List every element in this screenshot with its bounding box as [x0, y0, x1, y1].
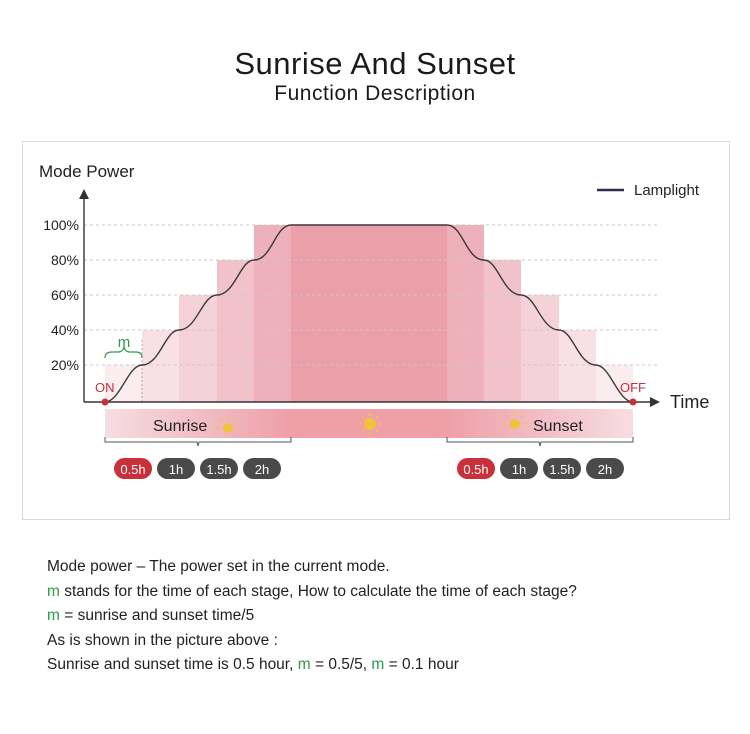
- off-point-icon: [629, 398, 637, 406]
- sunset-option-label: 2h: [598, 462, 612, 477]
- stage-label: m: [118, 334, 131, 351]
- sunrise-option-1h[interactable]: [157, 458, 195, 479]
- sunset-option-1h[interactable]: [500, 458, 538, 479]
- sunrise-option-label: 1.5h: [206, 462, 231, 477]
- note-line-3: m = sunrise and sunset time/5: [47, 607, 255, 624]
- page-subtitle: Function Description: [274, 82, 476, 105]
- on-point-icon: [101, 398, 109, 406]
- sunset-option-label: 1h: [512, 462, 526, 477]
- sunset-option-0.5h[interactable]: [457, 458, 495, 479]
- y-axis-arrow-icon: [79, 189, 89, 199]
- y-tick-60: 60%: [51, 287, 79, 303]
- sunrise-option-label: 0.5h: [120, 462, 145, 477]
- lamplight-curve: [104, 224, 634, 403]
- page-title: Sunrise And Sunset: [234, 46, 516, 81]
- y-axis-label: Mode Power: [39, 162, 135, 181]
- sunset-sun-icon: [503, 412, 527, 429]
- sunrise-option-1.5h[interactable]: [200, 458, 238, 479]
- midday-sun-icon: [359, 413, 381, 435]
- sunset-option-1.5h[interactable]: [543, 458, 581, 479]
- x-axis-arrow-icon: [650, 397, 660, 407]
- on-label: ON: [95, 380, 115, 395]
- note-line-1: Mode power – The power set in the curren…: [47, 558, 390, 575]
- sunrise-option-label: 2h: [255, 462, 269, 477]
- description-notes: Mode power – The power set in the curren…: [47, 555, 577, 678]
- note-line-4: As is shown in the picture above :: [47, 631, 278, 649]
- diagram-panel: [22, 141, 730, 520]
- y-tick-20: 20%: [51, 357, 79, 373]
- y-tick-40: 40%: [51, 322, 79, 338]
- axes: [79, 189, 660, 407]
- sunrise-sun-icon: [216, 416, 240, 433]
- sunset-option-label: 1.5h: [549, 462, 574, 477]
- sunrise-sunset-diagram: Mode Power Time 100% 80% 60% 40% 20% Lam…: [39, 162, 709, 479]
- sunrise-label: Sunrise: [153, 418, 207, 435]
- full-power-block: [291, 225, 447, 402]
- y-tick-100: 100%: [43, 217, 79, 233]
- stage-brace: [104, 346, 143, 359]
- note-line-2: m stands for the time of each stage, How…: [47, 582, 577, 600]
- sunrise-steps: [105, 225, 291, 402]
- sunset-steps: [447, 225, 633, 402]
- time-band: [104, 409, 634, 447]
- x-axis-label: Time: [670, 392, 709, 412]
- note-line-5: Sunrise and sunset time is 0.5 hour, m =…: [47, 656, 459, 673]
- sunset-option-label: 0.5h: [463, 462, 488, 477]
- off-label: OFF: [620, 380, 646, 395]
- sunrise-option-0.5h[interactable]: [114, 458, 152, 479]
- y-tick-80: 80%: [51, 252, 79, 268]
- sunset-option-2h[interactable]: [586, 458, 624, 479]
- sunrise-option-2h[interactable]: [243, 458, 281, 479]
- sunset-label: Sunset: [533, 418, 583, 435]
- legend-label: Lamplight: [634, 182, 700, 199]
- sunrise-option-label: 1h: [169, 462, 183, 477]
